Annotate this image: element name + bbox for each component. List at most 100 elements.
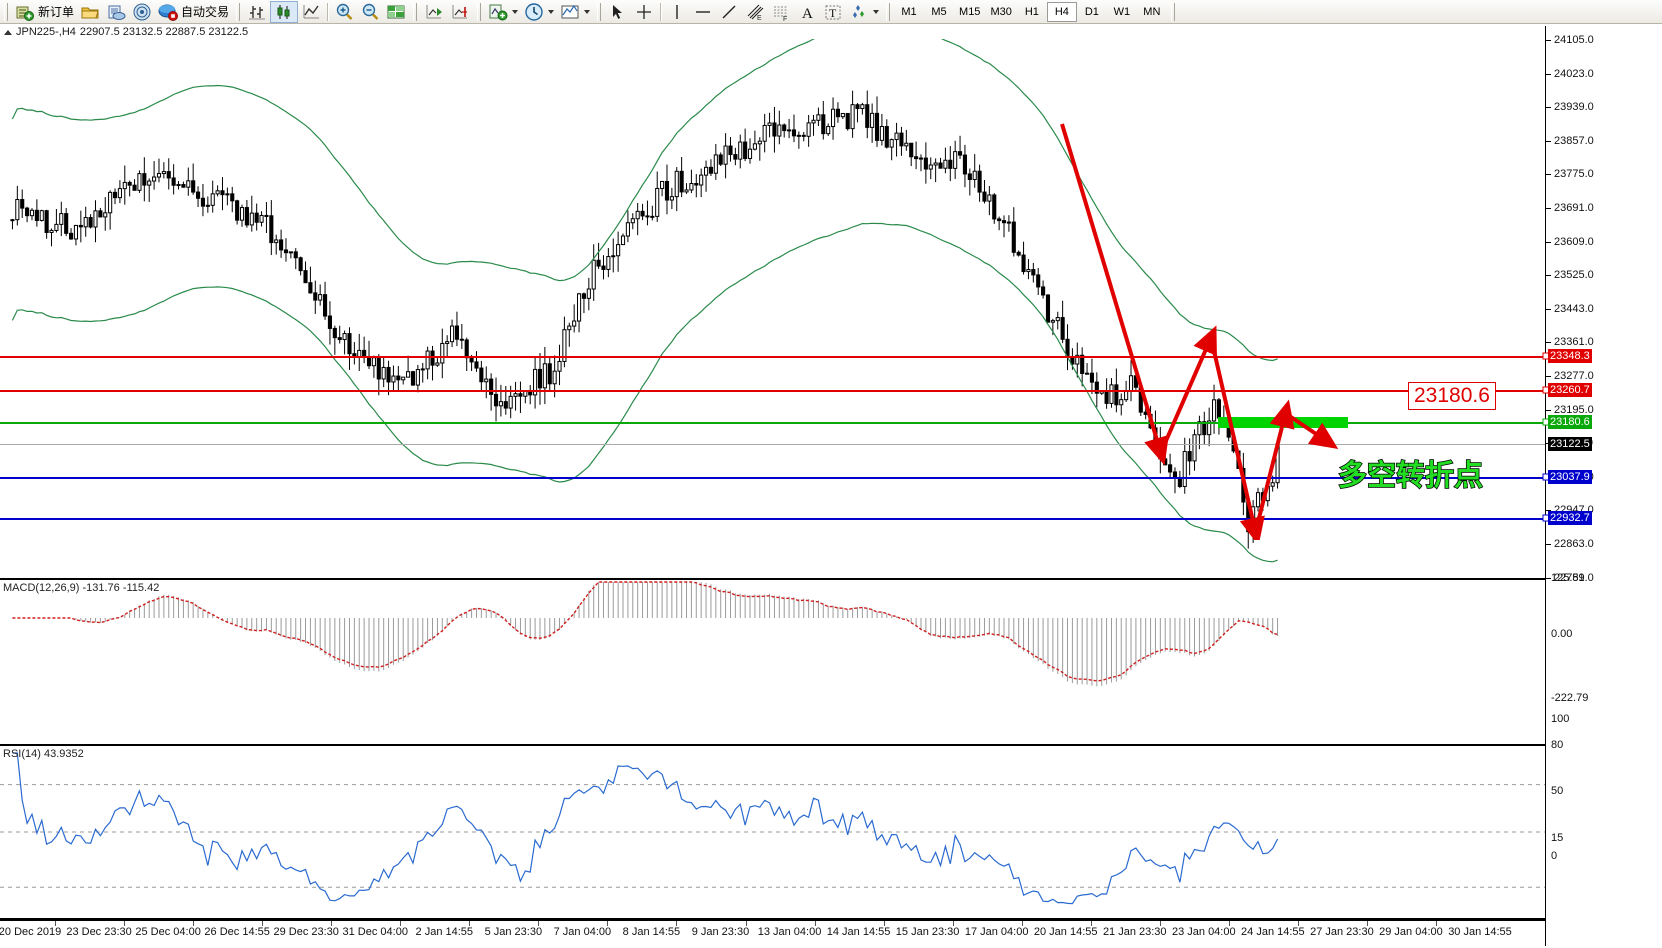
timeframe-w1[interactable]: W1 [1113, 5, 1131, 18]
toolbar-grip-2[interactable] [236, 2, 241, 21]
hline-button[interactable] [690, 1, 716, 23]
chevron-down-icon[interactable] [512, 9, 519, 14]
time-tick [814, 921, 816, 926]
candle-chart-icon [277, 4, 290, 19]
publish-icon [108, 5, 126, 20]
price-tick [1546, 409, 1551, 411]
macd-canvas[interactable] [0, 580, 1545, 732]
text-label-button[interactable]: A [794, 1, 820, 23]
new-order-button[interactable]: 新订单 [12, 1, 77, 23]
fibonacci-button[interactable]: F [768, 1, 794, 23]
objects-button[interactable] [846, 1, 882, 23]
price-tick [1546, 174, 1551, 176]
zoom-out-button[interactable] [357, 1, 383, 23]
cursor-button[interactable] [605, 1, 631, 23]
time-tick [469, 921, 471, 926]
clock-icon [525, 2, 543, 21]
zoom-in-button[interactable] [331, 1, 357, 23]
timeframe-m5[interactable]: M5 [931, 5, 947, 18]
zoom-in-icon [336, 3, 353, 20]
folder-button[interactable] [77, 1, 103, 23]
vline-button[interactable] [664, 1, 690, 23]
time-tick-label: 24 Jan 14:55 [1241, 926, 1305, 938]
support-line-1[interactable] [0, 477, 1545, 479]
price-chart-canvas[interactable] [0, 39, 1545, 573]
toolbar-grip[interactable] [4, 2, 8, 21]
timeframe-d1[interactable]: D1 [1084, 5, 1099, 18]
timeframe-h4[interactable]: H4 [1046, 1, 1077, 22]
price-axis[interactable]: 24105.0 24023.0 23939.0 23857.0 23775.0 23691… [1542, 26, 1662, 946]
svg-text:T: T [829, 6, 837, 20]
chevron-down-icon-3[interactable] [584, 9, 591, 14]
trendline-button[interactable] [716, 1, 742, 23]
toolbar-grip-5[interactable] [597, 2, 602, 21]
time-tick [124, 921, 126, 926]
price-tick-label: 24105.0 [1554, 34, 1594, 46]
macd-histogram [70, 582, 1279, 687]
price-tick [1546, 107, 1551, 109]
time-tick [193, 921, 195, 926]
publish-button[interactable] [103, 1, 129, 23]
price-tick [1546, 342, 1551, 344]
timeframe-h1[interactable]: H1 [1024, 5, 1039, 18]
timeframe-m15[interactable]: M15 [959, 5, 981, 18]
chinese-annotation-label[interactable]: 多空转折点 [1337, 457, 1484, 493]
resistance-line-2[interactable] [0, 390, 1545, 392]
trendline-icon [722, 5, 736, 18]
rsi-tick-label: 0 [1551, 850, 1558, 862]
autotrade-button[interactable]: 自动交易 [155, 1, 232, 23]
level-label-23348[interactable]: 23348.3 [1548, 349, 1592, 363]
toolbar-grip-4[interactable] [477, 2, 482, 21]
trend-arrows-overlay[interactable] [1040, 110, 1360, 540]
level-label-23180[interactable]: 23180.6 [1548, 415, 1592, 429]
auto-scroll-icon [426, 4, 443, 18]
templates-button[interactable] [557, 1, 593, 23]
time-tick [607, 921, 609, 926]
pivot-line[interactable] [0, 422, 1545, 424]
crosshair-button[interactable] [631, 1, 657, 23]
macd-tick-label: -222.79 [1551, 692, 1589, 704]
toolbar-grip-6[interactable] [886, 2, 891, 21]
time-tick-label: 27 Jan 23:30 [1310, 926, 1374, 938]
rsi-tick-label: 50 [1551, 785, 1564, 797]
level-label-22932[interactable]: 22932.7 [1548, 511, 1592, 525]
level-label-23260[interactable]: 23260.7 [1548, 383, 1592, 397]
chevron-down-icon-4[interactable] [873, 9, 880, 14]
toolbar-grip-3[interactable] [413, 2, 418, 21]
rsi-pane[interactable]: RSI(14) 43.9352 [0, 744, 1545, 920]
chart-shift-button[interactable] [447, 1, 473, 23]
timeframe-m1[interactable]: M1 [901, 5, 917, 18]
resistance-line-1[interactable] [0, 356, 1545, 358]
autotrade-icon [158, 4, 179, 21]
timeframe-m30[interactable]: M30 [990, 5, 1012, 18]
rsi-canvas[interactable] [0, 746, 1545, 918]
line-chart-button[interactable] [298, 1, 324, 23]
cursor-icon [613, 4, 623, 19]
toolbar-grip-7[interactable] [1170, 2, 1175, 21]
text-box-button[interactable]: T [820, 1, 846, 23]
zoom-out-icon [362, 3, 379, 20]
signals-button[interactable] [129, 1, 155, 23]
chevron-down-icon-2[interactable] [548, 9, 555, 14]
indicators-button[interactable] [485, 1, 521, 23]
bar-chart-button[interactable] [244, 1, 270, 23]
support-line-2[interactable] [0, 518, 1545, 520]
period-button[interactable] [521, 1, 557, 23]
time-tick-label: 23 Jan 04:00 [1171, 926, 1236, 938]
level-label-23037[interactable]: 23037.9 [1548, 470, 1592, 484]
candle-chart-button[interactable] [270, 0, 299, 23]
data-window-button[interactable] [383, 1, 409, 23]
price-tick [1546, 544, 1551, 545]
price-annotation-label[interactable]: 23180.6 [1408, 382, 1496, 410]
collapse-triangle-icon[interactable] [4, 29, 12, 35]
macd-pane[interactable]: MACD(12,26,9) -131.76 -115.42 [0, 578, 1545, 733]
timeframe-mn[interactable]: MN [1143, 5, 1161, 18]
auto-scroll-button[interactable] [421, 1, 447, 23]
equidistant-channel-button[interactable]: E [742, 1, 768, 23]
price-chart-pane[interactable] [0, 39, 1545, 573]
time-axis[interactable]: 20 Dec 2019 23 Dec 23:30 25 Dec 04:00 26 De… [0, 920, 1545, 948]
current-price-line[interactable] [0, 444, 1545, 445]
time-tick [1021, 921, 1023, 926]
svg-text:A: A [802, 6, 813, 22]
